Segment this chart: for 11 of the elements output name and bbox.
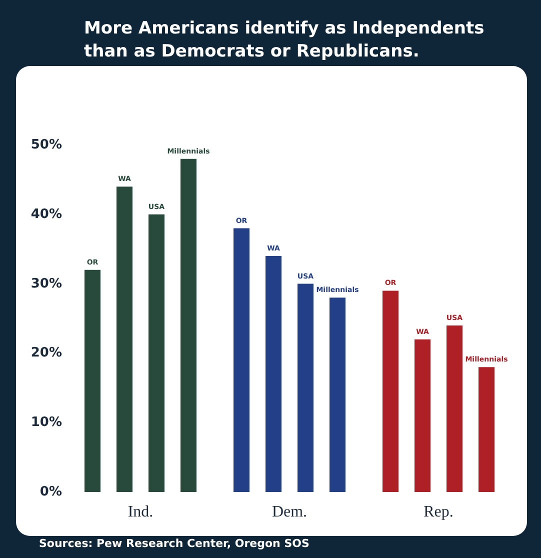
- y-tick-label: 50%: [30, 138, 62, 152]
- x-tick-label: Dem.: [272, 504, 308, 520]
- y-tick-label: 20%: [30, 346, 62, 361]
- source-note: Sources: Pew Research Center, Oregon SOS: [39, 537, 310, 550]
- y-tick-label: 30%: [30, 276, 62, 292]
- x-tick-label: Rep.: [424, 504, 454, 520]
- y-tick-label: 10%: [30, 415, 62, 430]
- y-tick-label: 0%: [40, 484, 62, 500]
- y-tick-label: 40%: [30, 206, 62, 222]
- x-tick-label: Ind.: [128, 504, 154, 520]
- chart-title: More Americans identify as Independents than as Democrats or Republicans.: [84, 18, 490, 62]
